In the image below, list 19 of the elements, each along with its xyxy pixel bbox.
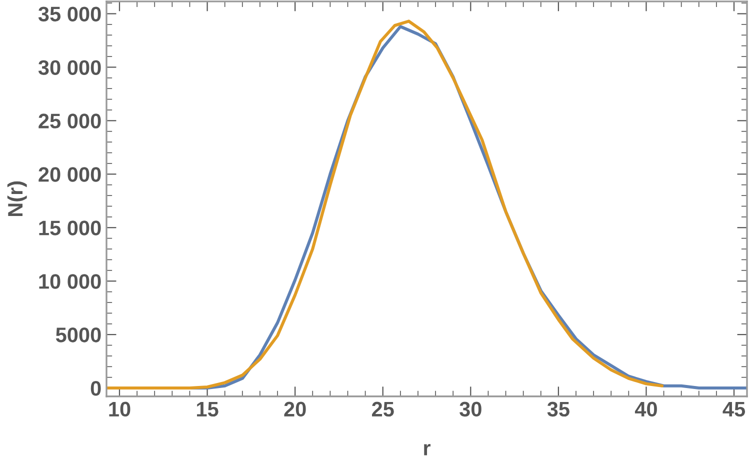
- y-tick-label: 15 000: [39, 220, 101, 236]
- x-tick-label: 45: [722, 402, 746, 417]
- x-tick-label: 40: [634, 402, 657, 417]
- x-tick-label: 35: [547, 402, 570, 417]
- y-tick-label: 25 000: [38, 114, 101, 128]
- x-tick-label: 20: [284, 402, 306, 417]
- y-tick-label: 35 000: [38, 6, 101, 22]
- x-tick-label: 25: [372, 402, 394, 417]
- y-tick-label: 5000: [56, 328, 101, 342]
- x-tick-label: 10: [109, 402, 130, 417]
- y-tick-label: 0: [90, 381, 101, 396]
- x-tick-label: 15: [197, 402, 218, 417]
- y-axis-title: N(r): [7, 181, 27, 216]
- x-axis-title: r: [424, 444, 430, 456]
- line-series: [106, 20, 664, 390]
- y-tick-label: 30 000: [38, 60, 101, 75]
- y-tick-label: 20 000: [38, 167, 101, 182]
- x-tick-label: 30: [460, 402, 482, 417]
- y-tick-label: 10 000: [39, 274, 101, 289]
